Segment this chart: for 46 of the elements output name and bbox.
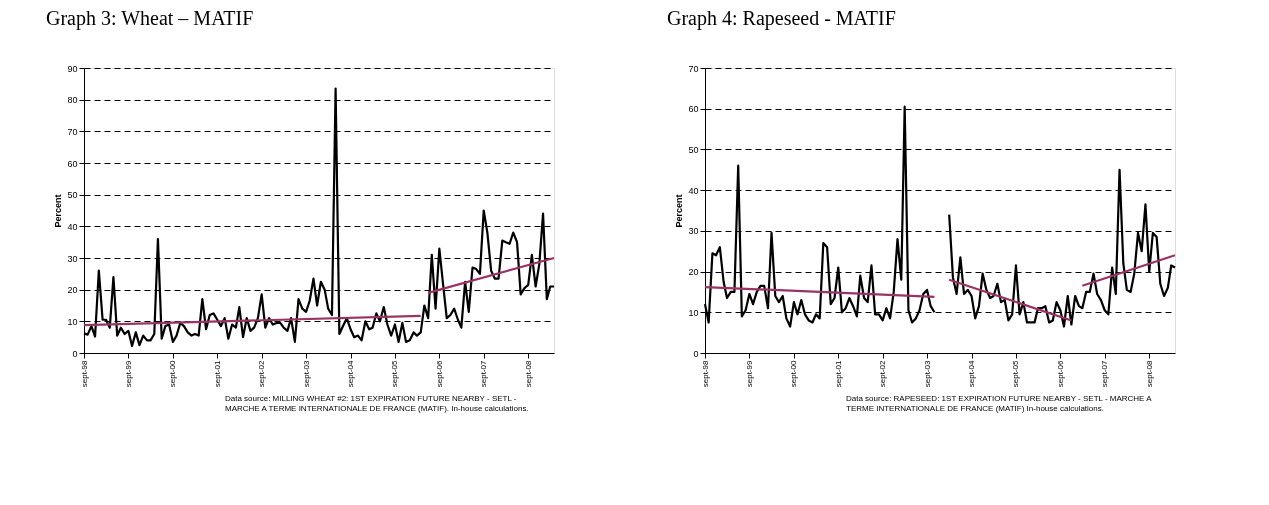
y-tick-label: 50 <box>688 144 699 155</box>
y-tick-label: 10 <box>688 307 699 318</box>
y-tick-label: 70 <box>67 126 78 137</box>
y-tick-label: 10 <box>67 316 78 327</box>
x-tick-label: sept-01 <box>833 359 843 388</box>
x-tick-label: sept-06 <box>1055 359 1065 388</box>
y-tick-label: 20 <box>688 267 699 278</box>
x-tick-label: sept-99 <box>744 359 754 388</box>
y-tick-label: 60 <box>67 158 78 169</box>
x-tick-label: sept-04 <box>346 359 356 388</box>
x-tick-label: sept-08 <box>523 359 533 388</box>
x-tick-label: sept-02 <box>878 359 888 388</box>
y-tick-label: 0 <box>693 348 699 359</box>
y-tick-label: 0 <box>72 348 78 359</box>
y-tick-label: 30 <box>688 226 699 237</box>
x-tick-label: sept-00 <box>168 359 178 388</box>
source-note: Data source: RAPESEED: 1ST EXPIRATION FUTURE NEARBY - SETL - MARCHE A TERME INTERNATIONALE DE FRANCE (MATIF) In-house calculations. <box>846 394 1153 413</box>
y-axis-title: Percent <box>53 194 64 228</box>
x-tick-label: sept-99 <box>123 359 133 388</box>
y-tick-label: 70 <box>688 63 699 74</box>
x-tick-label: sept-03 <box>301 359 311 388</box>
y-tick-label: 90 <box>67 63 78 74</box>
y-tick-label: 40 <box>688 185 699 196</box>
x-tick-label: sept-07 <box>479 359 489 388</box>
x-tick-label: sept-01 <box>212 359 222 388</box>
x-tick-label: sept-98 <box>79 359 89 388</box>
x-tick-label: sept-02 <box>257 359 267 388</box>
chart-title: Graph 4: Rapeseed - MATIF <box>667 7 896 30</box>
source-note: Data source: MILLING WHEAT #2: 1ST EXPIRATION FUTURE NEARBY - SETL - MARCHE A TERME INTERNATIONALE DE FRANCE (MATIF). In-house calculations. <box>225 394 529 413</box>
y-tick-label: 80 <box>67 95 78 106</box>
x-tick-label: sept-04 <box>967 359 977 388</box>
x-tick-label: sept-98 <box>700 359 710 388</box>
x-tick-label: sept-05 <box>1011 359 1021 388</box>
y-axis-title: Percent <box>674 194 685 228</box>
x-tick-label: sept-05 <box>390 359 400 388</box>
x-tick-label: sept-00 <box>789 359 799 388</box>
y-tick-label: 50 <box>67 190 78 201</box>
y-tick-label: 60 <box>688 104 699 115</box>
x-tick-label: sept-03 <box>922 359 932 388</box>
x-tick-label: sept-07 <box>1100 359 1110 388</box>
y-tick-label: 40 <box>67 221 78 232</box>
x-tick-label: sept-08 <box>1144 359 1154 388</box>
y-tick-label: 20 <box>67 285 78 296</box>
chart-title: Graph 3: Wheat – MATIF <box>46 7 254 30</box>
x-tick-label: sept-06 <box>434 359 444 388</box>
y-tick-label: 30 <box>67 253 78 264</box>
